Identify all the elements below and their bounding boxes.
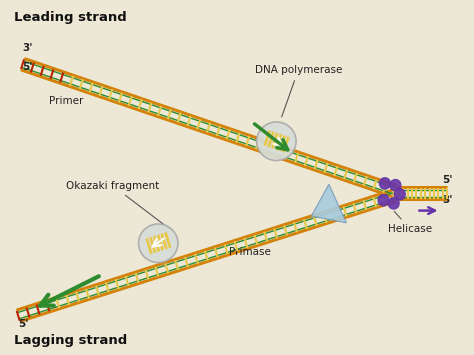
Text: 3': 3' [443,195,453,205]
Text: Primase: Primase [229,247,271,257]
Ellipse shape [390,180,401,191]
Text: Primer: Primer [49,96,83,106]
Text: 3': 3' [23,43,33,53]
Ellipse shape [388,198,399,209]
Text: Leading strand: Leading strand [14,11,127,24]
Text: Lagging strand: Lagging strand [14,334,127,347]
Text: Okazaki fragment: Okazaki fragment [66,181,171,230]
Ellipse shape [380,178,391,189]
Ellipse shape [394,189,405,200]
Text: 5': 5' [18,319,29,329]
Text: DNA polymerase: DNA polymerase [255,65,342,117]
Text: 5': 5' [23,62,33,72]
Polygon shape [311,184,346,223]
Text: Helicase: Helicase [388,211,432,234]
Text: 5': 5' [443,175,453,185]
Ellipse shape [138,224,178,262]
Ellipse shape [378,195,389,206]
Ellipse shape [257,122,296,160]
